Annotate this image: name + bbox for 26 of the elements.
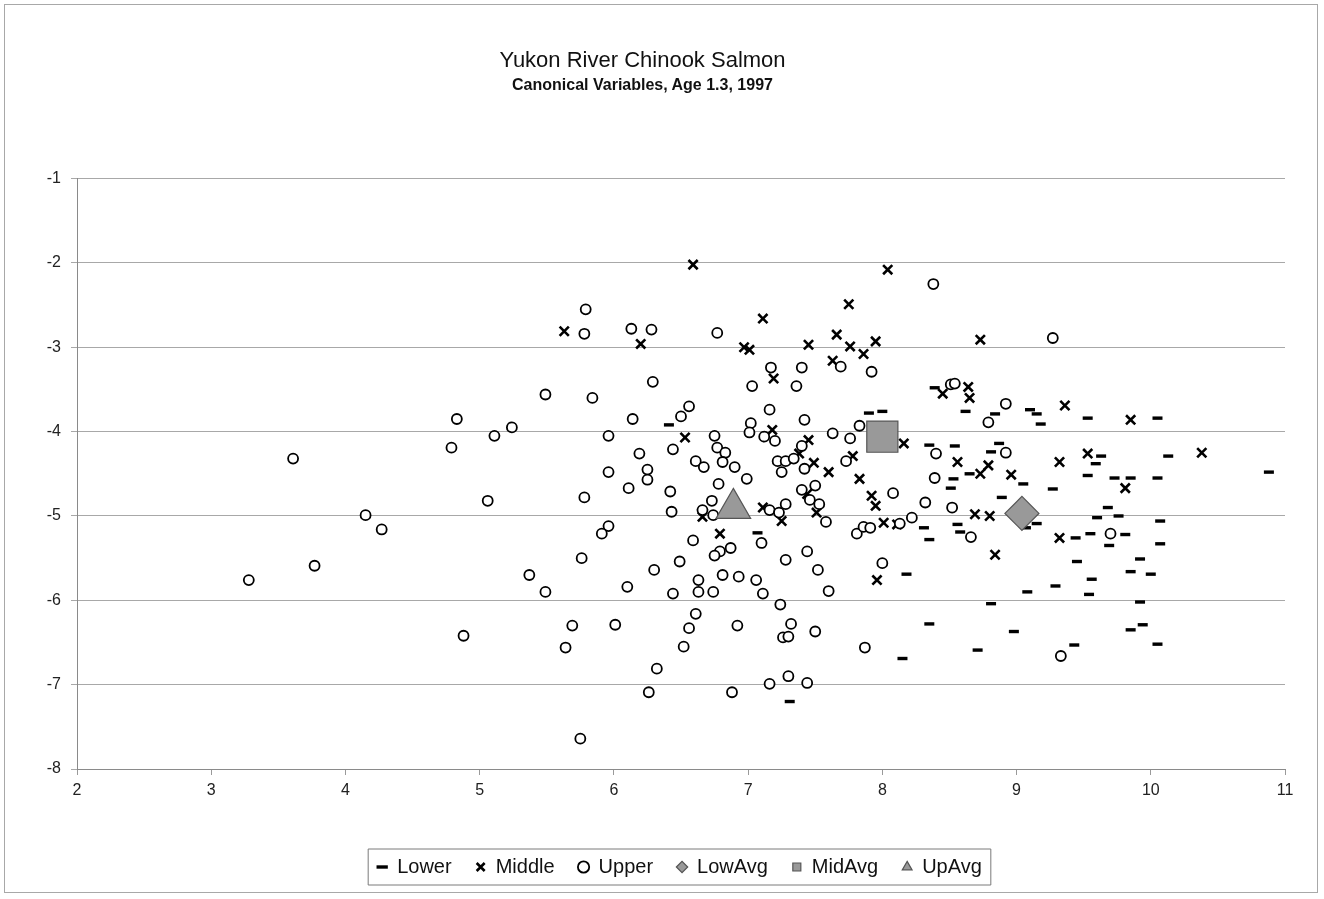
y-tick-label: -6 <box>46 590 62 608</box>
x-tick-label: 6 <box>609 781 619 799</box>
chart-subtitle: Canonical Variables, Age 1.3, 1997 <box>512 76 774 94</box>
x-tick-label: 11 <box>1276 781 1294 799</box>
x-tick-label: 9 <box>1012 781 1022 799</box>
y-tick-label: -5 <box>46 506 62 524</box>
x-tick-label: 7 <box>743 781 753 799</box>
x-tick-label: 2 <box>72 781 82 799</box>
legend-label: MidAvg <box>811 854 879 877</box>
x-tick-label: 8 <box>877 781 887 799</box>
y-tick-label: -8 <box>46 759 62 777</box>
y-tick-label: -2 <box>46 253 62 271</box>
x-tick-label: 3 <box>206 781 216 799</box>
y-tick-label: -4 <box>46 422 62 440</box>
x-tick-label: 4 <box>340 781 350 799</box>
x-tick-label: 5 <box>475 781 485 799</box>
legend-label: Middle <box>495 854 555 877</box>
chart-title: Yukon River Chinook Salmon <box>499 47 786 73</box>
legend-label: LowAvg <box>697 854 768 877</box>
legend-label: Lower <box>397 854 452 877</box>
x-tick-label: 10 <box>1141 781 1160 799</box>
y-tick-label: -7 <box>46 675 62 693</box>
legend-label: UpAvg <box>922 854 982 877</box>
y-tick-label: -3 <box>46 337 62 355</box>
y-tick-label: -1 <box>46 169 62 187</box>
legend-label: Upper <box>598 854 654 877</box>
